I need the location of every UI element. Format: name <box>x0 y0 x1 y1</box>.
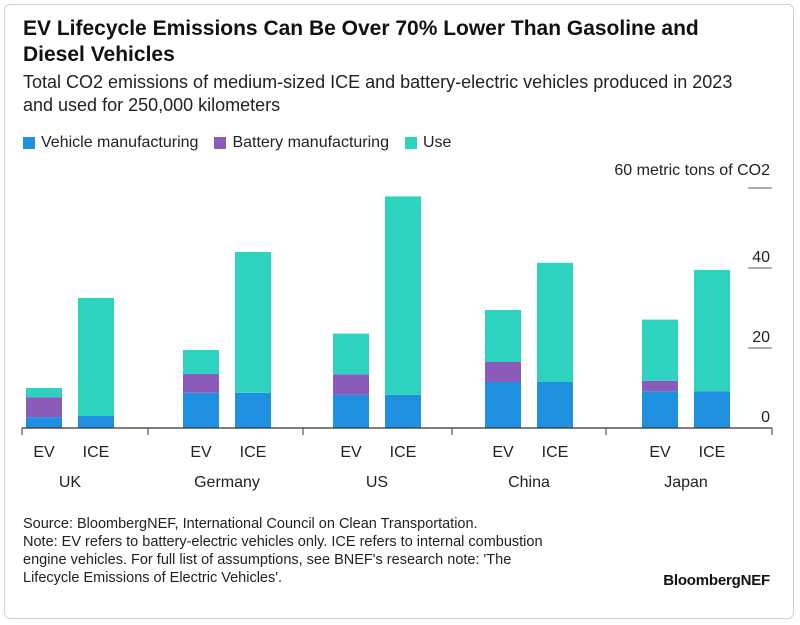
legend-swatch-vehicle <box>23 137 35 149</box>
bar-segment-use-japan-ice <box>694 270 730 392</box>
x-bar-label: ICE <box>240 444 267 461</box>
bar-segment-use-china-ev <box>485 310 521 362</box>
chart-frame <box>4 4 794 619</box>
bar-segment-vehicle-uk-ev <box>26 417 62 428</box>
note-line-3: Lifecycle Emissions of Electric Vehicles… <box>23 570 283 586</box>
x-group-label: China <box>508 474 550 491</box>
bar-segment-battery-china-ev <box>485 362 521 382</box>
chart-notes: Source: BloombergNEF, International Coun… <box>23 515 643 587</box>
bar-segment-use-china-ice <box>537 262 573 382</box>
legend-item-vehicle: Vehicle manufacturing <box>23 134 198 152</box>
bar-segment-vehicle-china-ice <box>537 382 573 428</box>
legend-swatch-battery <box>214 137 227 149</box>
bar-segment-use-germany-ice <box>235 252 271 393</box>
x-bar-label: EV <box>190 444 212 461</box>
y-tick-label: 20 <box>752 329 770 346</box>
x-group-label: Japan <box>664 474 708 491</box>
x-bar-label: EV <box>649 444 671 461</box>
x-group-label: Germany <box>194 474 260 491</box>
bar-segment-battery-us-ev <box>333 374 369 395</box>
bar-segment-vehicle-us-ev <box>333 394 369 428</box>
x-bar-label: ICE <box>390 444 417 461</box>
source-note: Source: BloombergNEF, International Coun… <box>23 516 478 532</box>
bar-segment-vehicle-uk-ice <box>78 416 114 428</box>
bar-segment-vehicle-germany-ev <box>183 392 219 428</box>
chart-title: EV Lifecycle Emissions Can Be Over 70% L… <box>23 17 699 66</box>
chart-subtitle: Total CO2 emissions of medium-sized ICE … <box>23 72 733 115</box>
x-bar-label: ICE <box>542 444 569 461</box>
note-line-2: engine vehicles. For full list of assump… <box>23 552 512 568</box>
x-bar-label: EV <box>492 444 514 461</box>
y-tick-label: 0 <box>761 409 770 426</box>
legend-item-battery: Battery manufacturing <box>214 134 389 152</box>
legend-item-use: Use <box>404 134 452 152</box>
bar-segment-use-us-ice <box>385 196 421 395</box>
legend-label-use: Use <box>422 134 452 151</box>
y-axis-unit-label: 60 metric tons of CO2 <box>614 162 770 179</box>
legend-label-vehicle: Vehicle manufacturing <box>41 134 199 151</box>
x-bar-label: EV <box>340 444 362 461</box>
bar-segment-vehicle-us-ice <box>385 394 421 428</box>
bar-segment-use-japan-ev <box>642 319 678 381</box>
x-group-label: UK <box>59 474 82 491</box>
bar-segment-vehicle-china-ev <box>485 382 521 428</box>
note-line-1: Note: EV refers to battery-electric vehi… <box>23 534 543 550</box>
bar-segment-battery-japan-ev <box>642 380 678 392</box>
bar-segment-battery-germany-ev <box>183 374 219 393</box>
bar-segment-vehicle-japan-ev <box>642 391 678 428</box>
bar-segment-use-uk-ice <box>78 298 114 416</box>
legend-label-battery: Battery manufacturing <box>232 134 389 151</box>
x-group-label: US <box>366 474 388 491</box>
bar-segment-use-germany-ev <box>183 350 219 374</box>
bar-segment-battery-uk-ev <box>26 397 62 418</box>
bar-segment-vehicle-germany-ice <box>235 392 271 428</box>
legend: Vehicle manufacturing Battery manufactur… <box>23 134 451 152</box>
bar-segment-use-us-ev <box>333 333 369 375</box>
y-tick-label: 40 <box>752 249 770 266</box>
x-bar-label: ICE <box>699 444 726 461</box>
legend-swatch-use <box>404 137 417 149</box>
bar-segment-vehicle-japan-ice <box>694 391 730 428</box>
x-bar-label: ICE <box>83 444 110 461</box>
x-bar-label: EV <box>33 444 55 461</box>
bar-segment-use-uk-ev <box>26 388 62 398</box>
brand-logo-text: BloombergNEF <box>663 572 770 589</box>
